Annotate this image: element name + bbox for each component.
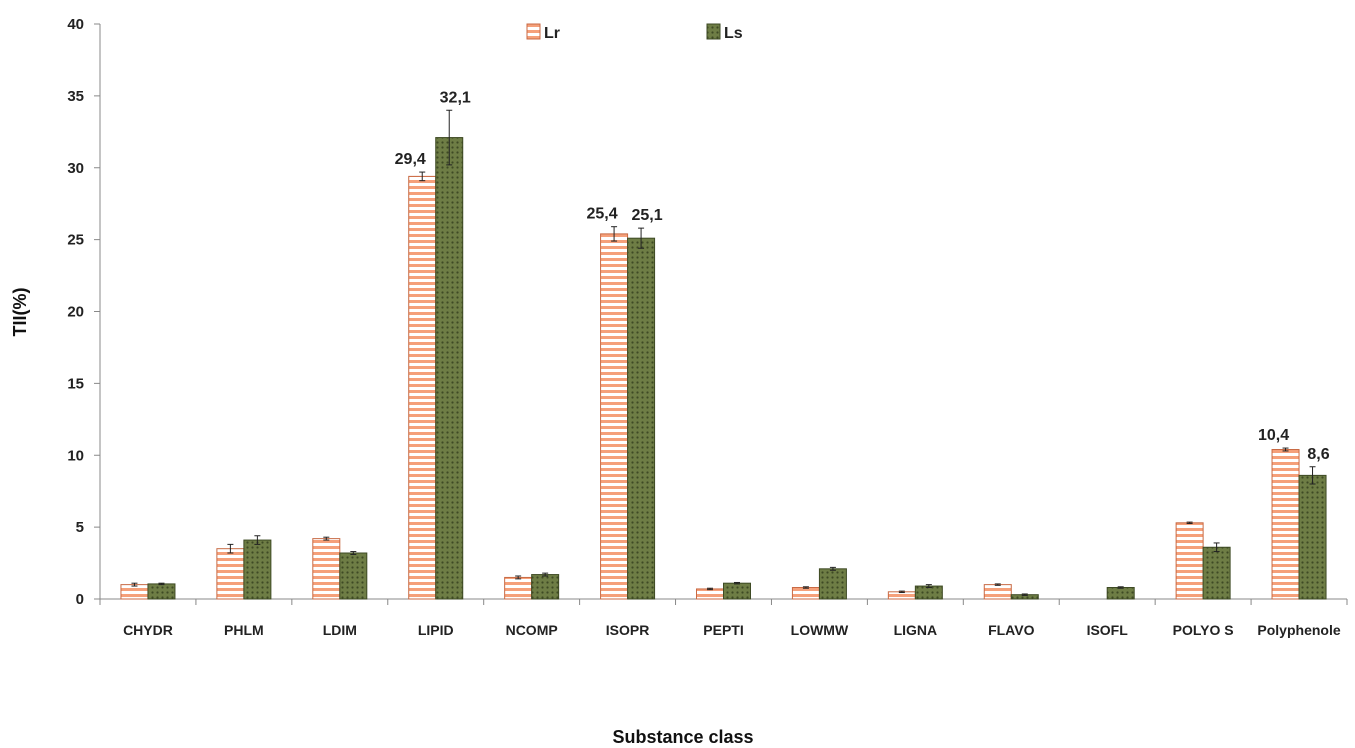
y-tick-label: 5 — [76, 519, 84, 536]
data-label: 25,4 — [587, 206, 618, 223]
bar-lr-isopr — [600, 233, 629, 600]
y-tick-label: 40 — [67, 16, 84, 33]
data-labels: 29,4 32,1 25,4 25,1 10,4 8,6 — [395, 89, 1330, 463]
bar-ls-ldim — [339, 552, 368, 600]
bar-lr-flavo — [983, 584, 1012, 600]
y-tick-label: 20 — [67, 304, 84, 321]
bar-ls-phlm — [243, 539, 272, 600]
x-tick-label: PHLM — [224, 622, 264, 638]
data-label: 29,4 — [395, 151, 426, 168]
y-tick-label: 0 — [76, 591, 84, 608]
bar-ls-lipid — [435, 137, 464, 600]
x-axis-title: Substance class — [612, 727, 753, 747]
legend-label-ls: Ls — [724, 25, 743, 42]
bar-lr-phlm — [216, 548, 245, 600]
bar-lr-ncomp — [504, 576, 533, 600]
legend-swatch-ls — [706, 23, 721, 40]
x-tick-label: ISOPR — [606, 622, 650, 638]
bar-lr-polyo-s — [1175, 522, 1204, 600]
y-axis-title: TII(%) — [10, 288, 30, 337]
bar-lr-lowmw — [791, 587, 820, 600]
error-bars — [131, 109, 1316, 596]
x-tick-label: CHYDR — [123, 622, 173, 638]
x-tick-label: FLAVO — [988, 622, 1035, 638]
y-tick-label: 25 — [67, 232, 84, 249]
legend: Lr Ls — [526, 23, 743, 42]
y-tick-label: 15 — [67, 375, 84, 392]
x-tick-label: PEPTI — [703, 622, 743, 638]
bar-ls-isofl — [1106, 587, 1135, 600]
bar-ls-pepti — [723, 582, 751, 600]
x-tick-label: NCOMP — [506, 622, 558, 638]
bar-ls-ncomp — [531, 574, 560, 600]
data-label: 10,4 — [1258, 427, 1289, 444]
y-tick-label: 35 — [67, 88, 84, 105]
bar-lr-pepti — [696, 588, 724, 600]
x-tick-label: LDIM — [323, 622, 357, 638]
y-tick-label: 30 — [67, 160, 84, 177]
bar-ls-polyphenole — [1298, 474, 1327, 600]
data-label: 8,6 — [1307, 446, 1329, 463]
bar-lr-chydr — [120, 584, 149, 600]
bars — [120, 137, 1327, 600]
x-tick-label: LIGNA — [894, 622, 938, 638]
x-tick-label: LIPID — [418, 622, 454, 638]
y-tick-label: 10 — [67, 447, 84, 464]
data-label: 25,1 — [632, 207, 663, 224]
bar-lr-lipid — [408, 175, 437, 600]
bar-ls-polyo-s — [1202, 546, 1231, 600]
legend-swatch-lr — [526, 23, 541, 40]
bar-lr-polyphenole — [1271, 449, 1300, 600]
data-label: 32,1 — [440, 89, 471, 106]
x-tick-label: POLYO S — [1173, 622, 1234, 638]
bar-ls-ligna — [914, 585, 943, 600]
x-tick-label: LOWMW — [791, 622, 849, 638]
bar-lr-ldim — [312, 538, 341, 600]
x-tick-label: ISOFL — [1087, 622, 1129, 638]
legend-label-lr: Lr — [544, 25, 560, 42]
bar-ls-isopr — [627, 237, 656, 600]
axes: 0 5 10 15 20 25 30 35 40 CHYDR PHLM LDIM LIPID NCOMP I… — [67, 16, 1348, 638]
bar-ls-chydr — [147, 583, 176, 600]
x-tick-label: Polyphenole — [1257, 622, 1340, 638]
bar-ls-lowmw — [818, 568, 847, 600]
